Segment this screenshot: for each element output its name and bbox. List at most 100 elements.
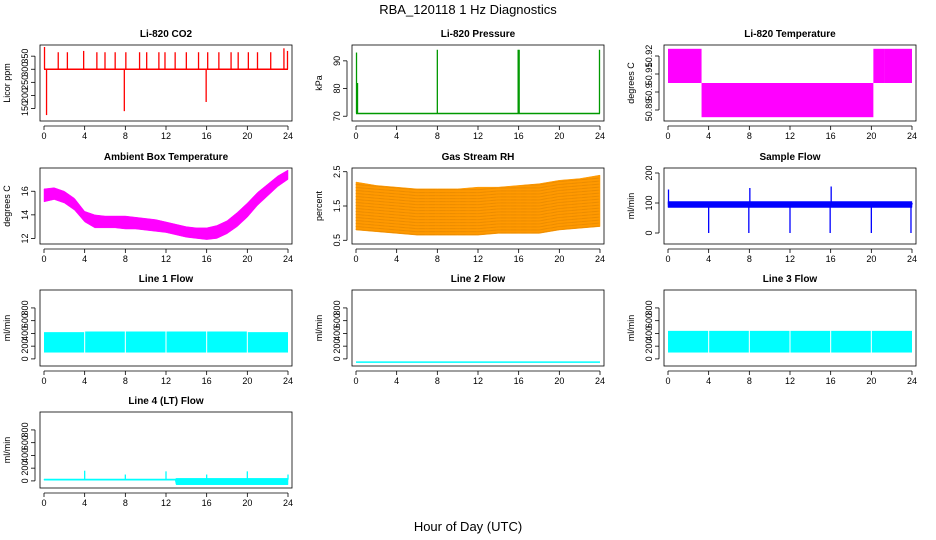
- x-tick-label: 4: [394, 376, 399, 386]
- panel-ylabel-co2: Licor ppm: [2, 63, 12, 103]
- series-band-segment: [790, 330, 831, 353]
- y-tick-label: 800: [644, 300, 654, 315]
- x-tick-label: 0: [41, 131, 46, 141]
- panel-title-sample: Sample Flow: [759, 152, 820, 163]
- panel-ylabel-rh: percent: [314, 190, 324, 221]
- x-tick-label: 8: [435, 131, 440, 141]
- series-band-segment: [701, 83, 874, 118]
- panel-title-line4: Line 4 (LT) Flow: [128, 396, 204, 407]
- data-temp: [668, 48, 912, 118]
- x-tick-label: 24: [283, 254, 293, 264]
- x-tick-label: 4: [82, 498, 87, 508]
- x-tick-label: 8: [747, 376, 752, 386]
- panel-rh: Gas Stream RH percent 0 4 8 12 16 20 24 0.5 1.5 2.5: [314, 152, 605, 264]
- x-tick-label: 16: [826, 254, 836, 264]
- y-tick-label: 100: [644, 195, 654, 210]
- y-tick-label: 50.89: [644, 99, 654, 122]
- y-tick-label: 350: [20, 49, 30, 64]
- x-tick-label: 0: [41, 254, 46, 264]
- x-tick-label: 16: [202, 254, 212, 264]
- x-tick-label: 0: [41, 376, 46, 386]
- series-band-segment: [207, 331, 247, 353]
- x-tick-label: 0: [665, 376, 670, 386]
- panel-line1: Line 1 Flow ml/min 0 4 8 12 16 20 24 0 20040060080…: [2, 274, 293, 386]
- panel-title-line2: Line 2 Flow: [451, 274, 506, 285]
- rh-texture: [355, 175, 600, 236]
- panel-title-temp: Li-820 Temperature: [744, 29, 836, 40]
- panel-title-line1: Line 1 Flow: [139, 274, 194, 285]
- series-band-segment: [85, 331, 125, 353]
- x-tick-label: 20: [242, 498, 252, 508]
- panel-title-line3: Line 3 Flow: [763, 274, 818, 285]
- plot-frame: [663, 289, 917, 367]
- x-tick-label: 12: [785, 131, 795, 141]
- y-tick-label: 0: [644, 356, 654, 361]
- panel-ylabel-line3: ml/min: [626, 315, 636, 342]
- x-tick-label: 20: [242, 376, 252, 386]
- x-tick-label: 24: [907, 254, 917, 264]
- x-tick-label: 4: [706, 131, 711, 141]
- data-rh: [355, 174, 601, 236]
- series-band-segment: [709, 330, 749, 353]
- x-tick-label: 20: [866, 131, 876, 141]
- y-tick-label: 2.5: [332, 165, 342, 178]
- y-tick-label: 600: [20, 435, 30, 450]
- figure-title: RBA_120118 1 Hz Diagnostics: [379, 2, 557, 17]
- x-tick-label: 20: [866, 254, 876, 264]
- x-tick-label: 24: [595, 131, 605, 141]
- y-tick-label: 250: [20, 75, 30, 90]
- panel-ylabel-line2: ml/min: [314, 315, 324, 342]
- panel-ylabel-ambient: degrees C: [2, 185, 12, 227]
- y-tick-label: 50.91: [644, 63, 654, 86]
- x-tick-label: 24: [907, 376, 917, 386]
- y-tick-label: 200: [644, 339, 654, 354]
- x-tick-label: 24: [907, 131, 917, 141]
- x-tick-label: 8: [123, 254, 128, 264]
- panel-pressure: Li-820 Pressure kPa 0 4 8 12 16 20 24 70 80 90: [314, 29, 605, 141]
- series-band-segment: [247, 332, 288, 353]
- y-tick-label: 80: [332, 84, 342, 94]
- y-tick-label: 70: [332, 111, 342, 121]
- x-tick-label: 12: [161, 131, 171, 141]
- panel-sample: Sample Flow ml/min 0 4 8 12 16 20 24 0 100 200: [626, 152, 917, 264]
- x-tick-label: 20: [554, 254, 564, 264]
- y-tick-label: 1.5: [332, 200, 342, 213]
- series-band-segment: [668, 330, 709, 353]
- y-tick-label: 200: [20, 461, 30, 476]
- x-tick-label: 16: [202, 131, 212, 141]
- x-tick-label: 4: [82, 376, 87, 386]
- panel-line2: Line 2 Flow ml/min 0 4 8 12 16 20 24 0 20040060080…: [314, 274, 605, 386]
- y-tick-label: 12: [20, 233, 30, 243]
- x-tick-label: 16: [514, 131, 524, 141]
- y-tick-label: 800: [20, 300, 30, 315]
- x-tick-label: 20: [554, 376, 564, 386]
- x-tick-label: 4: [82, 254, 87, 264]
- x-tick-label: 24: [283, 131, 293, 141]
- x-tick-label: 20: [242, 131, 252, 141]
- x-tick-label: 8: [123, 131, 128, 141]
- x-tick-label: 24: [283, 498, 293, 508]
- series-band-segment: [871, 330, 912, 353]
- y-tick-label: 50.9: [644, 83, 654, 101]
- x-tick-label: 4: [706, 376, 711, 386]
- x-tick-label: 12: [161, 254, 171, 264]
- x-tick-label: 24: [283, 376, 293, 386]
- data-pressure: [355, 49, 601, 115]
- plot-frame: [663, 44, 917, 122]
- y-tick-label: 400: [644, 326, 654, 341]
- x-tick-label: 8: [747, 254, 752, 264]
- y-tick-label: 200: [332, 339, 342, 354]
- x-tick-label: 0: [665, 254, 670, 264]
- data-line4: [43, 470, 289, 485]
- y-tick-label: 200: [20, 88, 30, 103]
- panel-title-rh: Gas Stream RH: [442, 152, 515, 163]
- panel-ylabel-pressure: kPa: [314, 75, 324, 91]
- y-tick-label: 0.5: [332, 234, 342, 247]
- panel-title-ambient: Ambient Box Temperature: [104, 152, 229, 163]
- panel-temp: Li-820 Temperature degrees C 0 4 8 12 16 20 24 50…: [626, 29, 917, 141]
- y-tick-label: 150: [20, 101, 30, 116]
- y-tick-label: 300: [20, 62, 30, 77]
